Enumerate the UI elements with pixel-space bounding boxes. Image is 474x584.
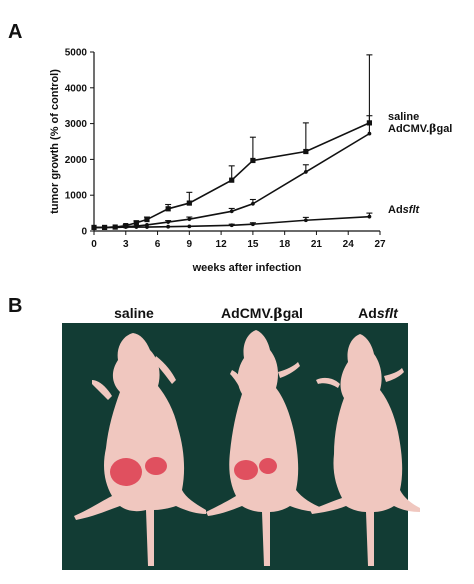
x-tick-label: 27	[374, 239, 386, 250]
tumor	[259, 458, 277, 474]
legend-label-adsflt: Adsflt	[388, 204, 421, 216]
series-adsflt: Adsflt	[92, 204, 421, 230]
data-point	[166, 224, 171, 229]
y-tick-label: 1000	[65, 191, 88, 202]
data-point	[187, 224, 192, 229]
x-tick-label: 3	[123, 239, 129, 250]
y-tick-label: 4000	[65, 83, 88, 94]
mouse-adsflt	[310, 334, 420, 566]
data-point	[250, 201, 255, 206]
y-tick-label: 5000	[65, 48, 88, 59]
label-part: saline	[114, 305, 154, 321]
photo-label-adsflt: Adsflt	[358, 305, 399, 321]
tumor	[234, 460, 258, 480]
data-point	[92, 225, 96, 230]
label-part: Ad	[388, 204, 403, 216]
x-tick-label: 0	[91, 239, 97, 250]
mouse-skin	[92, 380, 112, 400]
data-point	[303, 170, 308, 174]
label-part: gal	[283, 305, 303, 321]
data-point	[133, 220, 139, 226]
data-point	[102, 225, 107, 230]
x-tick-label: 15	[247, 239, 259, 250]
data-point	[134, 225, 139, 229]
mouse-skin	[310, 334, 420, 566]
panel-a-letter: A	[8, 21, 22, 43]
mouse-skin	[316, 377, 340, 388]
x-axis-label: weeks after infection	[192, 262, 302, 274]
mouse-skin	[384, 368, 404, 382]
panel-b-letter: B	[8, 295, 22, 317]
photo-label-saline: saline	[114, 305, 154, 321]
data-point	[250, 157, 256, 164]
mouse-skin	[206, 330, 322, 566]
label-part: AdCMV.	[388, 123, 429, 135]
mouse-saline	[74, 333, 206, 566]
data-point	[367, 131, 372, 136]
tumor	[145, 457, 167, 475]
data-point	[145, 225, 149, 229]
y-tick-label: 2000	[65, 155, 88, 166]
tumor-growth-chart: 0 1000 2000 3000 4000 5000 0 3 6 9 12 15 18 21 24 27 sa…	[49, 48, 452, 275]
series-saline: saline	[91, 54, 419, 231]
mouse-skin	[230, 370, 246, 392]
x-tick-label: 12	[216, 239, 228, 250]
x-tick-label: 24	[343, 239, 355, 250]
label-part: β	[429, 122, 436, 135]
tumor	[110, 458, 142, 486]
label-part: sflt	[403, 204, 421, 216]
legend-label-saline: saline	[388, 111, 419, 123]
mouse-adcmv-bgal	[206, 330, 322, 566]
photo-label-adcmv: AdCMV.βgal	[221, 305, 303, 322]
data-point	[229, 177, 235, 183]
data-point	[165, 206, 171, 212]
data-point	[250, 222, 255, 227]
data-point	[229, 209, 234, 214]
label-part: sflt	[377, 305, 399, 321]
data-point	[123, 225, 128, 229]
y-tick-label: 3000	[65, 119, 88, 130]
x-tick-label: 9	[187, 239, 193, 250]
mouse-skin	[154, 356, 176, 384]
x-tick-label: 21	[311, 239, 323, 250]
data-point	[303, 148, 309, 155]
data-point	[144, 216, 150, 223]
data-point	[186, 200, 192, 206]
data-point	[113, 225, 118, 230]
data-point	[166, 220, 171, 224]
mouse-skin	[278, 362, 300, 378]
label-part: β	[273, 306, 282, 322]
label-part: Ad	[358, 305, 377, 321]
data-point	[187, 217, 192, 222]
legend-label-adcmv: AdCMV.βgal	[388, 122, 452, 135]
x-tick-label: 6	[155, 239, 161, 250]
label-part: AdCMV.	[221, 305, 273, 321]
data-point	[229, 223, 234, 228]
data-point	[303, 218, 308, 223]
data-point	[367, 214, 372, 219]
y-axis-label: tumor growth (% of control)	[49, 69, 61, 214]
photo-labels: saline AdCMV.βgal Adsflt	[114, 305, 399, 322]
y-tick-label: 0	[81, 227, 87, 238]
label-part: saline	[388, 111, 419, 123]
mice-photograph	[62, 323, 420, 570]
label-part: gal	[436, 123, 452, 135]
chart-axes: 0 1000 2000 3000 4000 5000 0 3 6 9 12 15 18 21 24 27	[65, 48, 386, 251]
mouse-skin	[74, 333, 206, 566]
x-tick-label: 18	[279, 239, 291, 250]
